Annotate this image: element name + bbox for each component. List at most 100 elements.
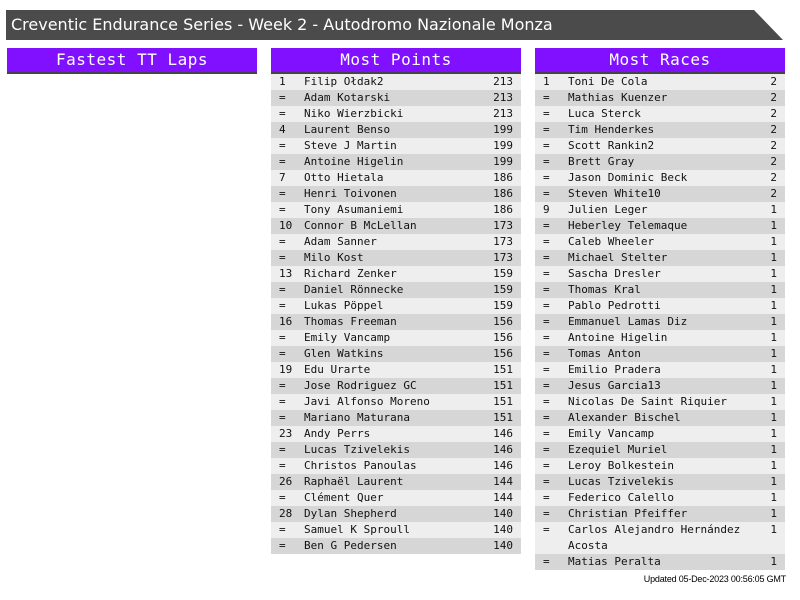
rank-cell: = [543,363,550,376]
table-row: 28 Dylan Shepherd 140 [271,506,521,522]
table-row: = Sascha Dresler 1 [535,266,785,282]
driver-name: Jason Dominic Beck [568,171,688,184]
value-cell: 1 [770,523,777,536]
driver-name: Nicolas De Saint Riquier [568,395,727,408]
table-row: = Emmanuel Lamas Diz 1 [535,314,785,330]
driver-name: Mariano Maturana [304,411,410,424]
driver-name: Matias Peralta [568,555,661,568]
rank-cell: = [279,523,286,536]
value-cell: 173 [493,219,513,232]
value-cell: 2 [770,75,777,88]
rank-cell: 7 [279,171,286,184]
table-row: = Matias Peralta 1 [535,554,785,570]
driver-name: Emilio Pradera [568,363,661,376]
rank-cell: = [543,107,550,120]
rank-cell: 16 [279,315,293,328]
driver-name: Richard Zenker [304,267,397,280]
driver-name: Lukas Pöppel [304,299,384,312]
page-title: Creventic Endurance Series - Week 2 - Au… [6,10,783,40]
value-cell: 1 [770,203,777,216]
value-cell: 199 [493,139,513,152]
driver-name: Ben G Pedersen [304,539,397,552]
table-row: = Alexander Bischel 1 [535,410,785,426]
value-cell: 199 [493,123,513,136]
driver-name: Tony Asumaniemi [304,203,404,216]
driver-name: Heberley Telemaque [568,219,688,232]
value-cell: 146 [493,443,513,456]
rank-cell: = [279,155,286,168]
table-row: = Thomas Kral 1 [535,282,785,298]
driver-name: Adam Sanner [304,235,377,248]
driver-name: Adam Kotarski [304,91,391,104]
table-row: = Ben G Pedersen 140 [271,538,521,554]
value-cell: 1 [770,363,777,376]
driver-name: Milo Kost [304,251,364,264]
value-cell: 1 [770,443,777,456]
value-cell: 151 [493,379,513,392]
rank-cell: = [543,331,550,344]
table-row: 4 Laurent Benso 199 [271,122,521,138]
rank-cell: = [543,91,550,104]
table-row: = Henri Toivonen 186 [271,186,521,202]
table-row: = Scott Rankin2 2 [535,138,785,154]
table-row: = Jesus Garcia13 1 [535,378,785,394]
rank-cell: = [543,283,550,296]
rank-cell: 19 [279,363,293,376]
table-row: = Javi Alfonso Moreno 151 [271,394,521,410]
rank-cell: = [279,443,286,456]
value-cell: 144 [493,491,513,504]
rank-cell: = [279,91,286,104]
driver-name: Christian Pfeiffer [568,507,688,520]
rank-cell: = [279,459,286,472]
panel-title: Fastest TT Laps [7,48,257,74]
driver-name: Filip Ołdak2 [304,75,384,88]
driver-name: Luca Sterck [568,107,641,120]
table-row: = Jose Rodriguez GC 151 [271,378,521,394]
rank-cell: = [543,411,550,424]
value-cell: 151 [493,363,513,376]
value-cell: 213 [493,75,513,88]
table-row: 16 Thomas Freeman 156 [271,314,521,330]
rank-cell: = [543,187,550,200]
table-row: 9 Julien Leger 1 [535,202,785,218]
table-row: = Steve J Martin 199 [271,138,521,154]
rank-cell: 28 [279,507,293,520]
value-cell: 1 [770,395,777,408]
value-cell: 2 [770,139,777,152]
rank-cell: 10 [279,219,293,232]
rank-cell: = [543,379,550,392]
value-cell: 159 [493,299,513,312]
rank-cell: = [543,427,550,440]
driver-name: Emmanuel Lamas Diz [568,315,688,328]
value-cell: 151 [493,395,513,408]
driver-name: Scott Rankin2 [568,139,655,152]
value-cell: 1 [770,347,777,360]
table-row: = Adam Kotarski 213 [271,90,521,106]
driver-name: Mathias Kuenzer [568,91,668,104]
rank-cell: 26 [279,475,293,488]
driver-name: Tim Henderkes [568,123,655,136]
driver-name: Ezequiel Muriel [568,443,668,456]
value-cell: 199 [493,155,513,168]
table-row: = Ezequiel Muriel 1 [535,442,785,458]
rank-cell: 23 [279,427,293,440]
value-cell: 140 [493,539,513,552]
rank-cell: = [279,139,286,152]
driver-name: Dylan Shepherd [304,507,397,520]
table-row: = Tim Henderkes 2 [535,122,785,138]
rank-cell: = [543,139,550,152]
value-cell: 156 [493,331,513,344]
driver-name: Antoine Higelin [568,331,668,344]
driver-name: Niko Wierzbicki [304,107,404,120]
driver-name: Connor B McLellan [304,219,417,232]
table-row: = Lucas Tzivelekis 146 [271,442,521,458]
driver-name: Pablo Pedrotti [568,299,661,312]
table-row: = Milo Kost 173 [271,250,521,266]
rank-cell: = [543,251,550,264]
driver-name: Jose Rodriguez GC [304,379,417,392]
driver-name: Alexander Bischel [568,411,681,424]
value-cell: 213 [493,107,513,120]
table-row: 1 Filip Ołdak2 213 [271,74,521,90]
rank-cell: = [279,283,286,296]
driver-name: Daniel Rönnecke [304,283,404,296]
